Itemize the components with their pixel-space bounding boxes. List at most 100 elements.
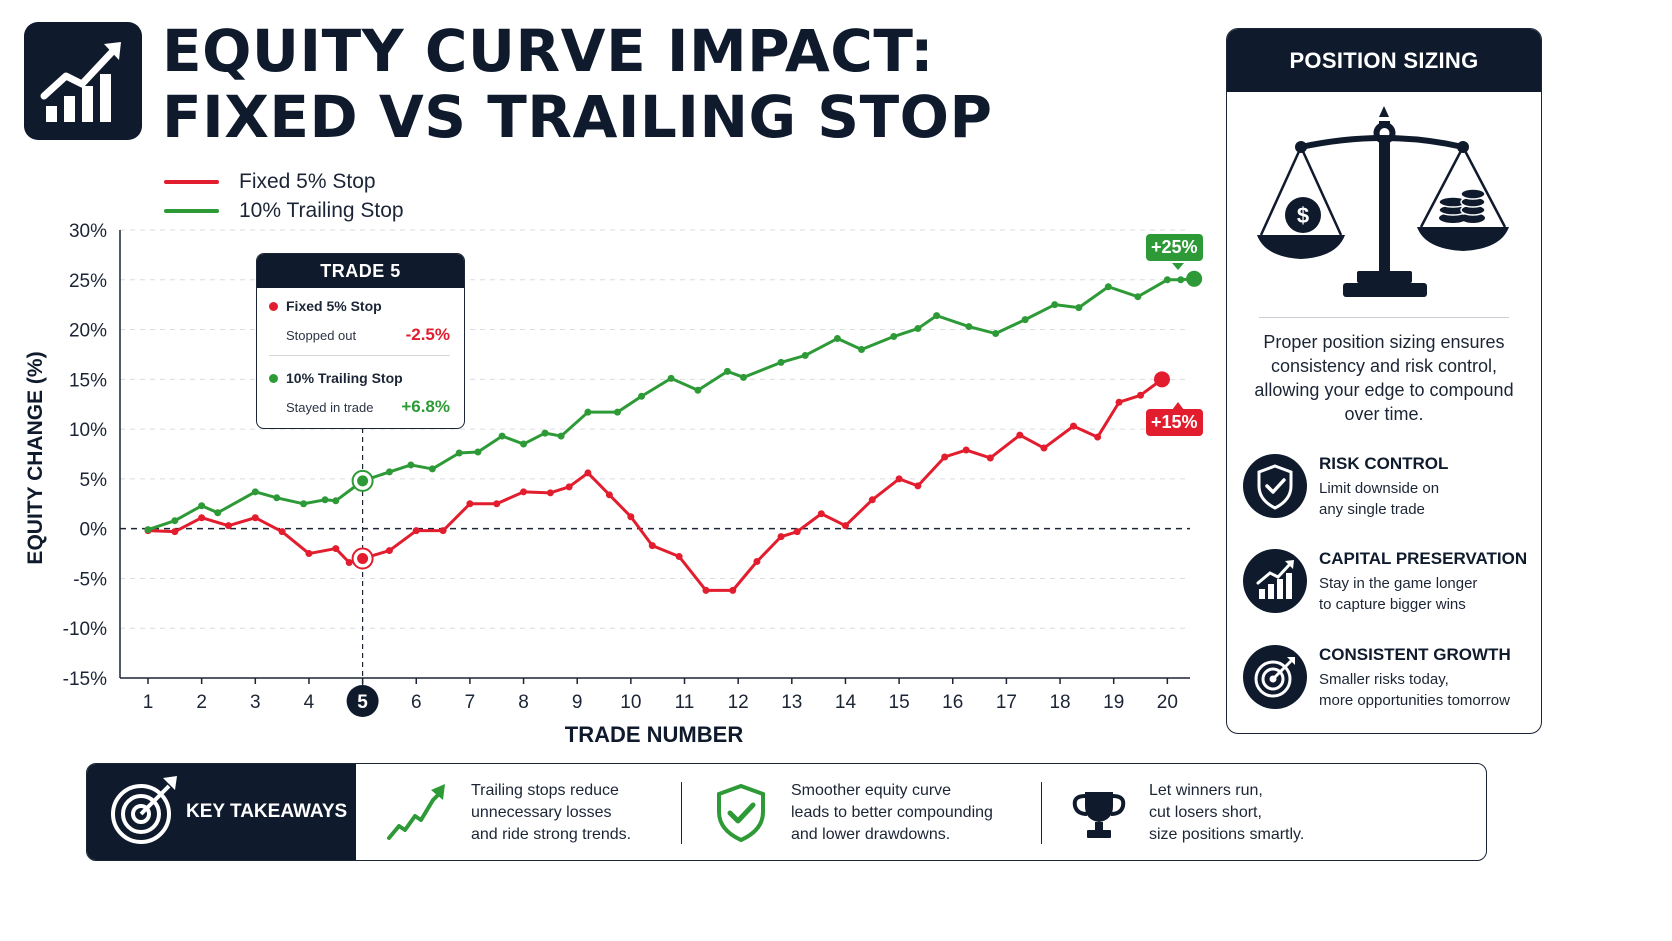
position-sizing-panel: POSITION SIZING $ [1226,28,1542,734]
data-point [171,517,179,525]
data-point [817,510,825,518]
data-point [493,500,501,508]
takeaway-line: Trailing stops reduce [471,782,619,799]
x-tick-label: 4 [304,692,315,713]
data-point [1021,316,1029,324]
data-point [753,558,761,566]
data-point [858,345,866,353]
data-point [638,392,646,400]
y-tick-label: 5% [80,470,108,491]
data-point [546,489,554,497]
chart-axes: 30%25%20%15%10%5%0%-5%-10%-15%1 2 3 4 5 6 7 8 9 1… [63,221,1190,717]
data-point [694,386,702,394]
data-point [332,545,340,553]
data-point [1094,433,1102,441]
data-point [224,522,232,530]
feature-line: more opportunities tomorrow [1319,692,1510,709]
tooltip-row-trailing: 10% Trailing Stop Stayed in trade +6.8% [269,370,450,417]
data-point [385,547,393,555]
data-point [729,586,737,594]
end-label-fixed: +15% [1146,409,1203,436]
trend-arrow-icon [387,784,445,840]
data-point [466,500,474,508]
data-point [305,550,313,558]
data-point [613,408,621,416]
y-tick-label: -15% [63,669,107,690]
data-point [841,522,849,530]
data-point [793,528,801,536]
data-point [565,483,573,491]
data-point [214,509,222,517]
data-point [557,432,565,440]
data-point [584,469,592,477]
data-point [428,465,436,473]
takeaway-line: and lower drawdowns. [791,826,951,843]
end-label-pointer [1172,263,1184,270]
tooltip-title: TRADE 5 [257,254,464,288]
x-tick-label: 2 [196,692,207,713]
y-tick-label: 15% [69,370,107,391]
panel-divider [1259,317,1509,318]
data-point [332,497,340,505]
data-point [605,491,613,499]
data-point [357,553,369,565]
data-point [777,533,785,541]
logo-badge [24,22,142,140]
end-label-trailing: +25% [1146,234,1203,261]
feature-title: CAPITAL PRESERVATION [1319,549,1528,568]
data-point [992,330,1000,338]
feature-line: any single trade [1319,501,1425,518]
data-point [1016,431,1024,439]
red-dot-icon [269,301,278,311]
x-tick-label: 12 [728,692,749,713]
feature-text: Smaller risks today, more opportunities … [1319,669,1510,711]
tooltip-value: -2.5% [405,325,450,344]
data-point [541,429,549,437]
title-line-2: FIXED VS TRAILING STOP [162,83,993,151]
takeaway-line: size positions smartly. [1149,826,1305,843]
data-point [412,527,420,535]
feature-line: Stay in the game longer [1319,575,1478,592]
data-point [962,446,970,454]
y-tick-label: 0% [80,520,108,541]
x-tick-label: 16 [942,692,963,713]
data-point [345,559,353,567]
tooltip-status: Stopped out [286,327,357,343]
data-point [198,502,206,510]
data-point [801,351,809,359]
data-point [1104,283,1112,291]
panel-title: POSITION SIZING [1227,29,1541,92]
data-point [385,468,393,476]
x-tick-label: 8 [518,692,529,713]
shield-check-icon [1243,454,1307,518]
data-point [357,475,369,487]
data-point [278,528,286,536]
x-tick-label: 1 [143,692,154,713]
data-point [520,440,528,448]
data-point [498,432,506,440]
data-point [198,514,206,522]
feature-risk-control: RISK CONTROL Limit downside on any singl… [1243,454,1533,534]
svg-text:$: $ [1297,203,1309,228]
growth-chart-icon [1243,549,1307,613]
x-tick-label: 5 [357,692,368,713]
feature-consistent-growth: CONSISTENT GROWTH Smaller risks today, m… [1243,645,1533,725]
data-point [895,475,903,483]
y-tick-label: -10% [63,619,107,640]
y-tick-label: -5% [73,569,107,590]
x-tick-label: 15 [889,692,910,713]
takeaway-item-2: Smoother equity curve leads to better co… [711,780,1041,846]
y-tick-label: 25% [69,271,107,292]
data-point [273,494,281,502]
data-point [144,526,152,534]
target-arrow-icon [111,776,177,844]
data-point [890,333,898,341]
x-tick-label: 17 [996,692,1017,713]
data-point [986,454,994,462]
feature-capital-preservation: CAPITAL PRESERVATION Stay in the game lo… [1243,549,1533,629]
tooltip-row-fixed: Fixed 5% Stop Stopped out -2.5% [269,298,450,345]
end-point [1186,270,1203,287]
feature-line: to capture bigger wins [1319,596,1466,613]
page-title: EQUITY CURVE IMPACT: FIXED VS TRAILING S… [162,18,992,150]
end-point [1153,371,1170,388]
